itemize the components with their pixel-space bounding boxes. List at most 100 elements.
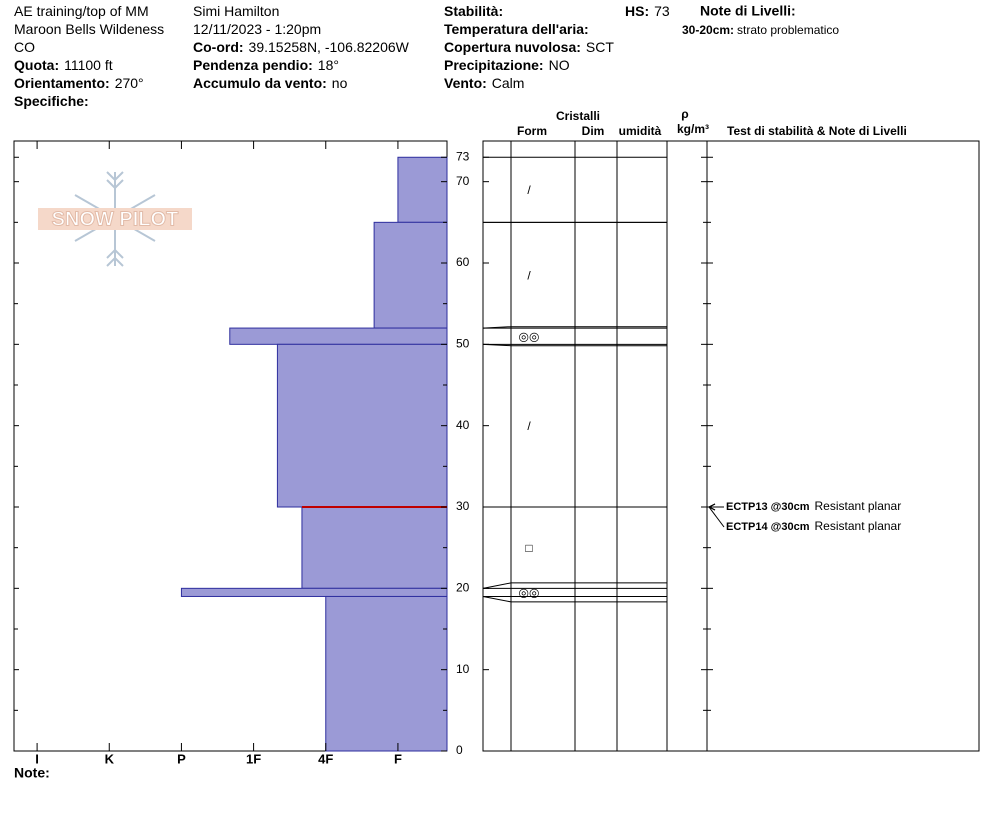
field: Copertura nuvolosa: SCT <box>444 39 614 55</box>
field: 12/11/2023 - 1:20pm <box>193 21 321 37</box>
stability-test: ECTP14 @30cm Resistant planar <box>726 519 901 533</box>
x-tick-label: I <box>35 751 39 766</box>
test-arrow <box>708 506 725 528</box>
hardness-layer <box>229 327 448 345</box>
column-header: Dim <box>582 124 605 138</box>
field: AE training/top of MM <box>14 3 149 19</box>
y-tick-label: 20 <box>456 581 470 595</box>
column-header: Form <box>517 124 547 138</box>
field-label: Orientamento: <box>14 75 110 91</box>
column-header: ρ <box>681 107 688 121</box>
field-value: no <box>332 75 348 91</box>
field: Co-ord: 39.15258N, -106.82206W <box>193 39 410 55</box>
field-value: 73 <box>654 3 670 19</box>
logo: SNOW PILOT <box>38 171 192 267</box>
x-tick-label: 4F <box>318 751 333 766</box>
y-tick-label: 70 <box>456 174 470 188</box>
field-value: SCT <box>586 39 614 55</box>
grain-form: / <box>527 268 531 282</box>
hardness-layer <box>397 156 448 223</box>
field-label: Accumulo da vento: <box>193 75 327 91</box>
field-value: 39.15258N, -106.82206W <box>249 39 410 55</box>
y-tick-label: 10 <box>456 662 470 676</box>
y-tick-label: 60 <box>456 255 470 269</box>
grain-form: / <box>527 183 531 197</box>
hardness-layer <box>276 343 448 508</box>
column-header: umidità <box>619 124 662 138</box>
test-name: ECTP14 @30cm <box>726 521 810 533</box>
field: CO <box>14 39 35 55</box>
field-label: Quota: <box>14 57 59 73</box>
layer-note-text: strato problematico <box>737 23 839 37</box>
field: Pendenza pendio: 18° <box>193 57 339 73</box>
field-label: Specifiche: <box>14 93 89 109</box>
test-result: Resistant planar <box>815 499 902 513</box>
hardness-layer <box>373 221 448 329</box>
field-label: Vento: <box>444 75 487 91</box>
x-tick-label: 1F <box>246 751 261 766</box>
field: Simi Hamilton <box>193 3 279 19</box>
field-value: NO <box>549 57 570 73</box>
layer-note-label: 30-20cm: <box>682 23 734 37</box>
y-tick-label: 30 <box>456 499 470 513</box>
field-label: Precipitazione: <box>444 57 544 73</box>
field-label: Co-ord: <box>193 39 244 55</box>
crystal-columns <box>510 141 708 751</box>
test-arrow-head <box>707 503 716 511</box>
column-header: Cristalli <box>556 109 600 123</box>
field-value: AE training/top of MM <box>14 3 149 19</box>
field-value: 11100 ft <box>64 57 113 73</box>
grain-form: ◎◎ <box>519 329 540 343</box>
x-tick-label: F <box>394 751 402 766</box>
column-header: Test di stabilità & Note di Livelli <box>727 124 907 138</box>
field: Accumulo da vento: no <box>193 75 348 91</box>
field-value: Calm <box>492 75 525 91</box>
field-value: 270° <box>115 75 144 91</box>
logo-band <box>38 208 192 230</box>
field-label: Pendenza pendio: <box>193 57 313 73</box>
grain-form: □ <box>525 541 532 555</box>
field: Vento: Calm <box>444 75 524 91</box>
test-name: ECTP13 @30cm <box>726 501 810 513</box>
layer-note: 30-20cm: strato problematico <box>682 23 839 37</box>
field-label: Stabilità: <box>444 3 503 19</box>
field: HS: 73 <box>625 3 670 19</box>
field: Stabilità: <box>444 3 503 19</box>
field: Temperatura dell'aria: <box>444 21 589 37</box>
note-label: Note: <box>14 765 50 781</box>
grain-form: / <box>527 419 531 433</box>
field: Orientamento: 270° <box>14 75 144 91</box>
logo-text: SNOW PILOT <box>52 208 179 230</box>
column-header: kg/m³ <box>677 122 709 136</box>
field-value: CO <box>14 39 35 55</box>
crystal-row-connector <box>482 326 512 329</box>
hardness-layer <box>301 506 448 589</box>
x-tick-label: P <box>177 751 186 766</box>
field: Precipitazione: NO <box>444 57 570 73</box>
hardness-layer <box>325 595 448 752</box>
field: Quota: 11100 ft <box>14 57 113 73</box>
field: Specifiche: <box>14 93 89 109</box>
field-value: 12/11/2023 - 1:20pm <box>193 21 321 37</box>
hardness-layer <box>180 587 448 597</box>
field-label: HS: <box>625 3 649 19</box>
field-value: Simi Hamilton <box>193 3 279 19</box>
grain-form: ◎◎ <box>519 586 540 600</box>
x-tick-label: K <box>105 751 115 766</box>
y-tick-label: 50 <box>456 337 470 351</box>
crystal-row-connector <box>482 595 512 603</box>
field-label: Copertura nuvolosa: <box>444 39 581 55</box>
field-value: 18° <box>318 57 339 73</box>
test-result: Resistant planar <box>815 519 902 533</box>
field-label: Temperatura dell'aria: <box>444 21 589 37</box>
y-tick-label: 73 <box>456 149 470 163</box>
crystal-row-connector <box>482 582 512 589</box>
y-tick-label: 40 <box>456 418 470 432</box>
field: Maroon Bells Wildeness <box>14 21 164 37</box>
field-value: Maroon Bells Wildeness <box>14 21 164 37</box>
y-tick-label: 0 <box>456 743 463 757</box>
stability-test: ECTP13 @30cm Resistant planar <box>726 499 901 513</box>
layer-notes-title: Note di Livelli: <box>700 3 796 19</box>
